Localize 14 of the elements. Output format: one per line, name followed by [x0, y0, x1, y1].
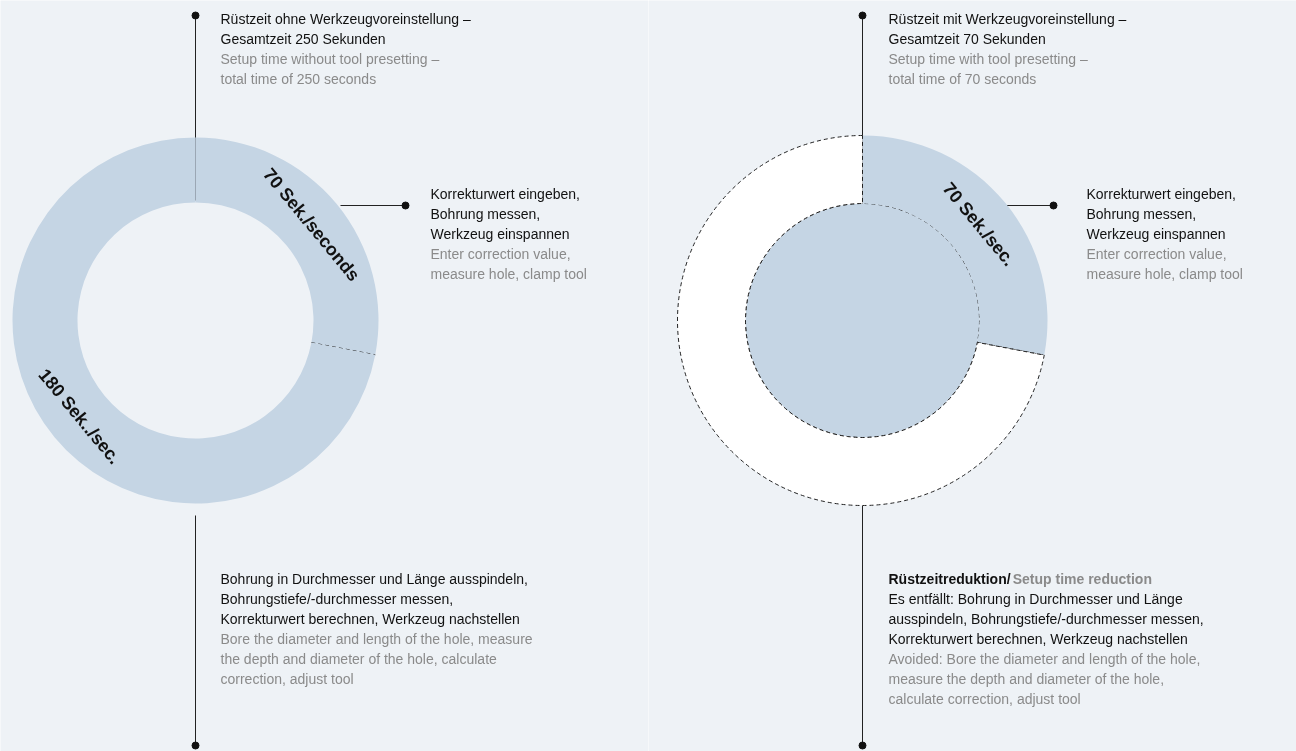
- text: Enter correction value, measure hole, clamp tool: [430, 245, 587, 282]
- text: Setup time reduction: [1012, 570, 1152, 587]
- text: Korrekturwert eingeben, Bohrung messen, Werkzeug einspannen: [430, 185, 580, 242]
- chart-subtitle: Setup time without tool presetting – total time of 250 seconds: [220, 50, 440, 87]
- text: Rüstzeitreduktion/: [888, 570, 1011, 587]
- chart-title: Rüstzeit ohne Werkzeugvoreinstellung – Gesamtzeit 250 Sekunden: [220, 10, 472, 47]
- text: Bohrung in Durchmesser und Länge ausspindeln, Bohrungstiefe/-durchmesser messen, Korrekturwert berechnen, Werkzeug nachstellen: [220, 570, 528, 627]
- chart-title: Rüstzeit mit Werkzeugvoreinstellung – Gesamtzeit 70 Sekunden: [888, 10, 1127, 47]
- text: Avoided: Bore the diameter and length of the hole, measure the depth and diameter of the hole, calculate correction, adjust tool: [888, 650, 1201, 707]
- text: Korrekturwert eingeben, Bohrung messen, Werkzeug einspannen: [1086, 185, 1236, 242]
- text: Bore the diameter and length of the hole, measure the depth and diameter of the hole, calculate correction, adjust tool: [220, 630, 533, 687]
- text: Es entfällt: Bohrung in Durchmesser und Länge ausspindeln, Bohrungstiefe/-durchmesser messen, Korrekturwert berechnen, Werkzeug nachstellen: [888, 590, 1204, 647]
- text: Enter correction value, measure hole, clamp tool: [1086, 245, 1243, 282]
- chart-subtitle: Setup time with tool presetting – total time of 70 seconds: [888, 50, 1088, 87]
